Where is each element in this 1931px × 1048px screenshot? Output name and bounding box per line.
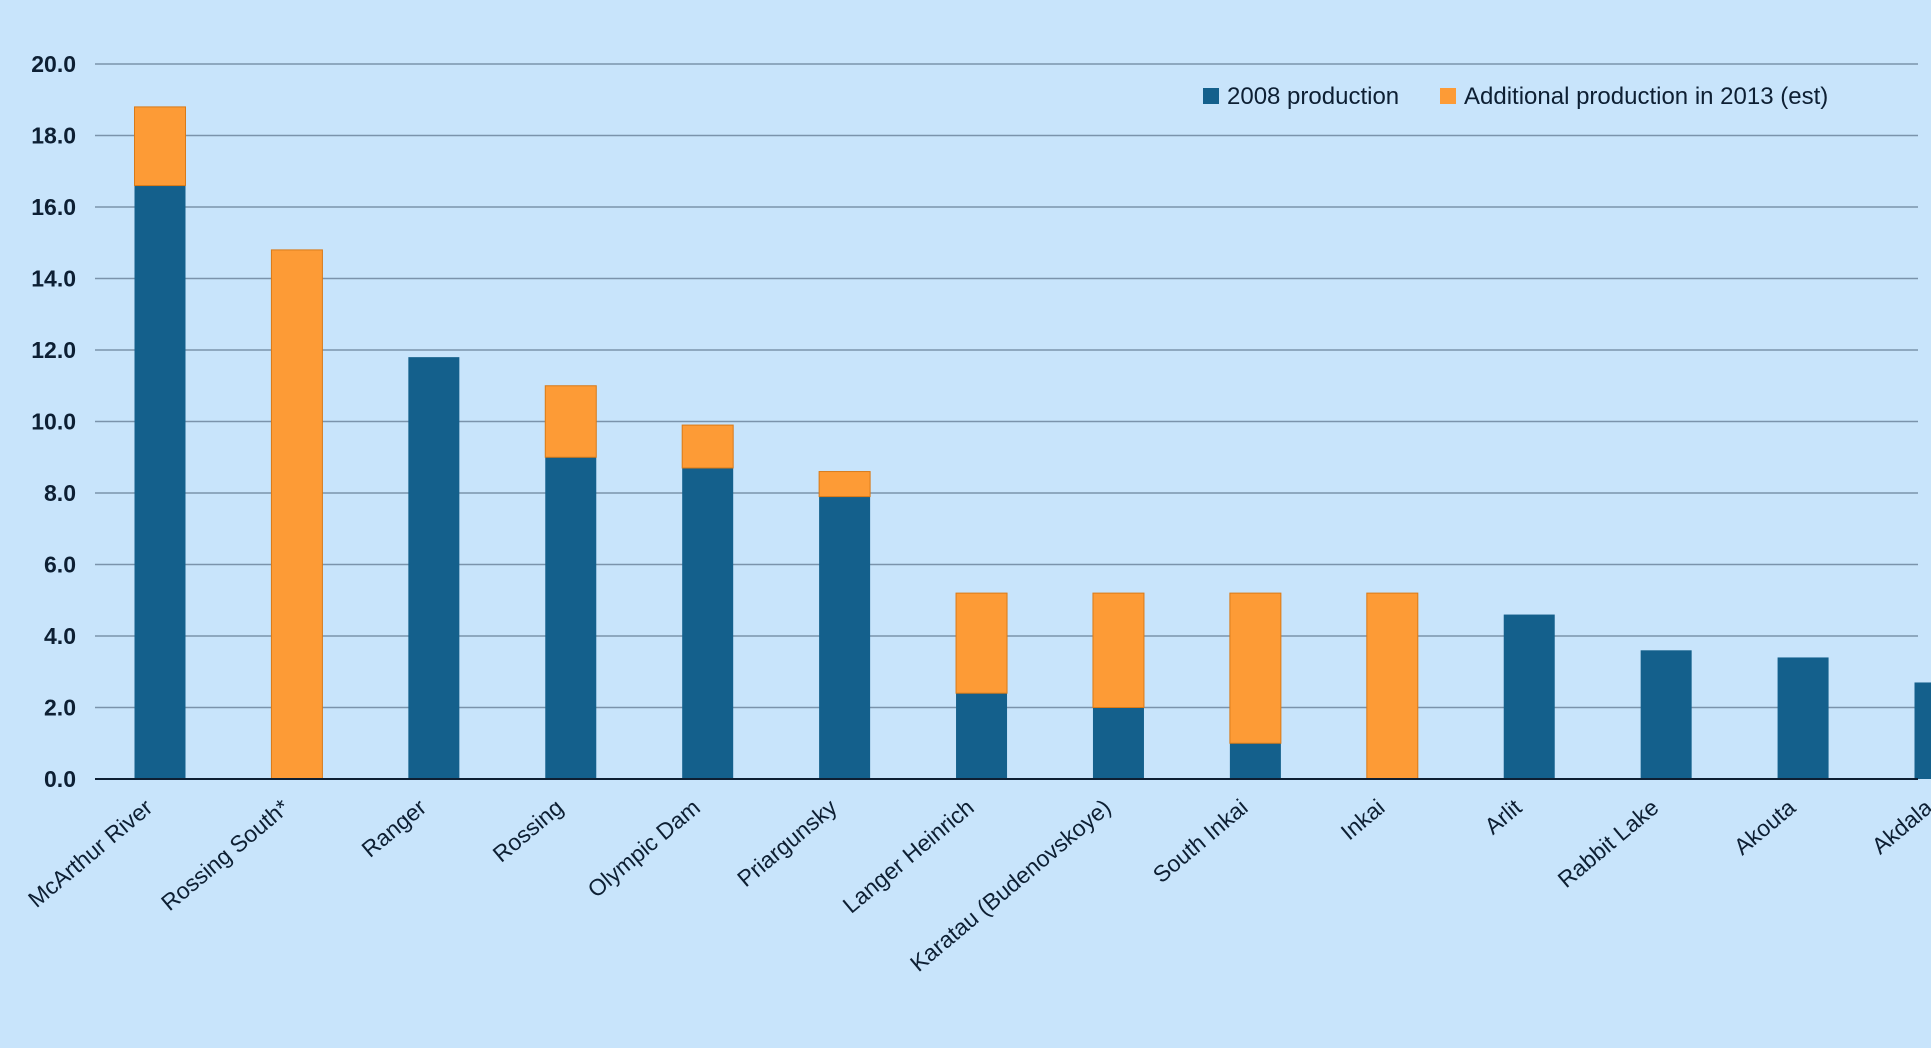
bar-additional-production-2013 [1229, 592, 1282, 744]
y-tick-label: 18.0 [31, 123, 76, 149]
y-tick-label: 16.0 [31, 194, 76, 220]
y-tick-label: 8.0 [44, 480, 76, 506]
y-tick-label: 6.0 [44, 552, 76, 578]
bar-2008-production [1640, 650, 1692, 779]
bar-2008-production [1914, 682, 1931, 779]
x-category-label: Ranger [357, 794, 432, 863]
legend-label-2008-production: 2008 production [1227, 83, 1399, 110]
x-category-label: Rossing [488, 794, 568, 867]
y-tick-label: 2.0 [44, 695, 76, 721]
x-category-label: Arlit [1479, 794, 1527, 840]
bar-additional-production-2013 [270, 249, 323, 780]
bar-additional-production-2013 [1366, 592, 1419, 780]
y-tick-label: 12.0 [31, 337, 76, 363]
bar-2008-production [1503, 614, 1555, 779]
bar-2008-production [1777, 657, 1829, 779]
gridlines [95, 63, 1918, 709]
bar-2008-production [819, 496, 871, 779]
bar-2008-production [682, 467, 734, 779]
legend-swatch-additional-production [1440, 88, 1456, 104]
x-category-label: South Inkai [1148, 794, 1253, 888]
legend-swatch-2008-production [1203, 88, 1219, 104]
bar-2008-production [956, 693, 1008, 779]
bar-2008-production [134, 185, 186, 780]
bar-2008-production [408, 357, 460, 779]
bar-additional-production-2013 [544, 385, 597, 458]
x-category-label: Rabbit Lake [1553, 794, 1664, 893]
bar-additional-production-2013 [1092, 592, 1145, 708]
legend-label-additional-production: Additional production in 2013 (est) [1464, 83, 1828, 110]
y-tick-label: 0.0 [44, 766, 76, 792]
x-category-label: Akdala [1867, 794, 1931, 859]
x-category-label: Olympic Dam [582, 794, 704, 903]
y-tick-label: 4.0 [44, 623, 76, 649]
bar-additional-production-2013 [955, 592, 1008, 694]
bar-additional-production-2013 [134, 106, 186, 187]
y-tick-label: 20.0 [31, 51, 76, 77]
x-category-label: McArthur River [23, 794, 157, 913]
legend: 2008 production Additional production in … [1203, 83, 1828, 110]
bar-additional-production-2013 [818, 471, 871, 498]
x-category-label: Akouta [1729, 794, 1801, 860]
x-category-label: Rossing South* [156, 794, 294, 916]
bar-2008-production [545, 457, 597, 779]
y-tick-label: 14.0 [31, 266, 76, 292]
bars [134, 106, 1931, 780]
x-category-label: Priargunsky [732, 794, 842, 892]
bar-2008-production [1092, 707, 1144, 779]
x-category-label: Langer Heinrich [838, 794, 979, 918]
y-tick-label: 10.0 [31, 409, 76, 435]
x-category-label: Inkai [1336, 794, 1390, 845]
y-axis-ticks: 0.0 2.0 4.0 6.0 8.0 10.0 12.0 14.0 16.0 18.0 20.0 [31, 51, 76, 792]
bar-2008-production [1229, 743, 1281, 779]
bar-additional-production-2013 [681, 424, 734, 469]
